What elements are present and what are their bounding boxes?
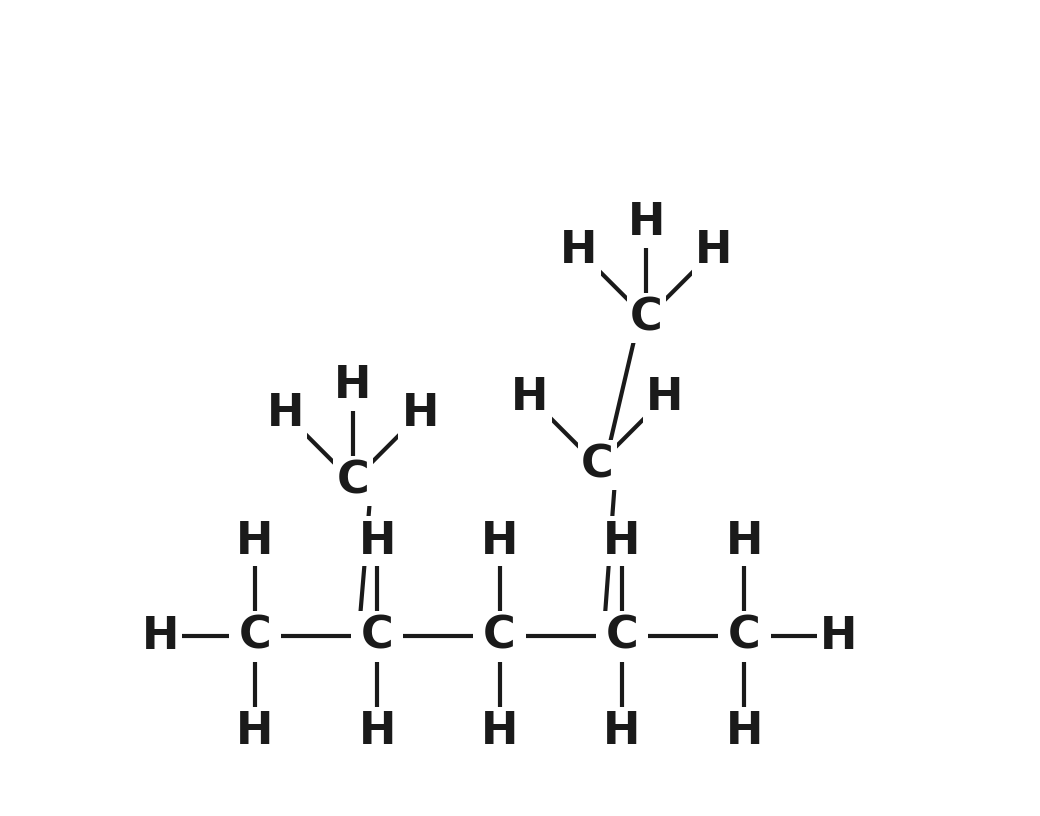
Text: H: H bbox=[628, 202, 666, 244]
Text: H: H bbox=[480, 520, 518, 562]
Text: H: H bbox=[359, 711, 396, 753]
Text: C: C bbox=[605, 615, 639, 658]
Text: H: H bbox=[646, 376, 683, 419]
Text: H: H bbox=[401, 392, 439, 436]
Text: H: H bbox=[821, 615, 858, 658]
Text: H: H bbox=[266, 392, 304, 436]
Text: C: C bbox=[361, 615, 393, 658]
Text: H: H bbox=[696, 229, 732, 273]
Text: H: H bbox=[726, 711, 763, 753]
Text: H: H bbox=[359, 520, 396, 562]
Text: C: C bbox=[581, 444, 614, 486]
Text: C: C bbox=[238, 615, 271, 658]
Text: H: H bbox=[512, 376, 549, 419]
Text: H: H bbox=[236, 520, 274, 562]
Text: H: H bbox=[561, 229, 598, 273]
Text: H: H bbox=[480, 711, 518, 753]
Text: C: C bbox=[484, 615, 516, 658]
Text: C: C bbox=[336, 460, 369, 503]
Text: H: H bbox=[334, 365, 371, 407]
Text: H: H bbox=[236, 711, 274, 753]
Text: C: C bbox=[630, 297, 662, 339]
Text: H: H bbox=[603, 711, 641, 753]
Text: C: C bbox=[728, 615, 761, 658]
Text: H: H bbox=[141, 615, 179, 658]
Text: H: H bbox=[603, 520, 641, 562]
Text: H: H bbox=[726, 520, 763, 562]
